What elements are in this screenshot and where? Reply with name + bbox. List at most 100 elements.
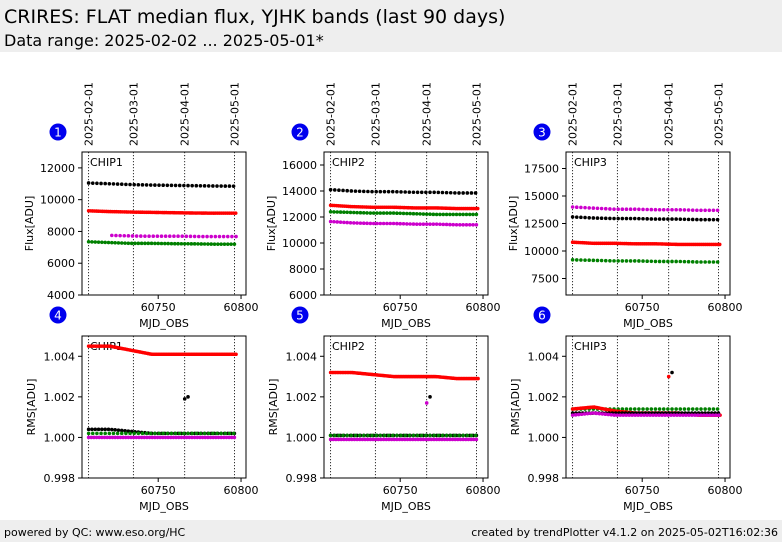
data-point — [110, 233, 114, 238]
data-point — [227, 184, 232, 188]
data-point — [371, 437, 375, 442]
data-point — [471, 223, 475, 227]
chip-label: CHIP2 — [332, 340, 365, 353]
data-point — [115, 431, 120, 436]
series-red — [570, 240, 722, 247]
data-point — [378, 221, 383, 226]
data-point — [608, 258, 612, 263]
data-point — [390, 433, 395, 438]
data-point — [682, 407, 687, 411]
plot-frame — [565, 151, 731, 296]
series-magenta — [110, 233, 238, 239]
data-point — [176, 241, 180, 246]
data-point — [717, 242, 722, 247]
data-point — [657, 217, 662, 221]
data-point — [186, 183, 190, 188]
data-point — [177, 183, 182, 188]
data-point — [579, 205, 583, 210]
data-point — [711, 260, 716, 264]
data-point — [108, 435, 112, 440]
panel-badge — [291, 123, 309, 141]
data-point — [424, 222, 429, 226]
x-tick-label: 60750 — [141, 301, 176, 314]
data-point — [182, 183, 186, 188]
data-point — [386, 189, 391, 194]
data-point — [209, 234, 214, 239]
data-point — [118, 233, 122, 238]
data-point — [699, 260, 703, 264]
data-point — [358, 221, 363, 225]
data-point — [674, 207, 678, 212]
data-point — [458, 437, 463, 442]
data-point — [168, 435, 173, 440]
data-point — [444, 433, 449, 438]
data-point — [134, 435, 139, 440]
data-point — [157, 431, 161, 436]
date-marker-label: 2025-05-01 — [228, 82, 241, 146]
data-point — [637, 407, 641, 411]
data-point — [90, 181, 95, 185]
data-point — [376, 437, 381, 442]
data-point — [222, 435, 226, 440]
data-point — [335, 220, 340, 224]
data-point — [695, 407, 699, 411]
data-point — [358, 210, 363, 215]
data-point — [172, 234, 176, 239]
data-point — [368, 437, 373, 442]
y-tick-label: 10000 — [40, 194, 75, 207]
data-point — [699, 413, 703, 417]
data-point — [450, 437, 455, 442]
data-point — [355, 221, 359, 225]
data-point — [670, 259, 674, 264]
panel-badge — [291, 306, 309, 324]
data-point — [410, 437, 415, 442]
data-point — [342, 210, 346, 215]
data-point — [674, 407, 678, 411]
series-red — [86, 344, 238, 357]
data-point — [361, 211, 366, 215]
data-point — [672, 413, 676, 417]
data-point — [570, 413, 575, 417]
data-point — [347, 437, 351, 442]
data-point — [232, 435, 237, 440]
data-point — [342, 437, 346, 442]
data-point — [699, 407, 703, 411]
data-point — [158, 435, 162, 440]
y-tick-label: 1.004 — [286, 350, 318, 363]
data-point — [633, 413, 638, 417]
data-point — [146, 241, 151, 246]
data-point — [176, 435, 181, 440]
data-point — [699, 217, 703, 222]
y-tick-label: 1.002 — [44, 391, 76, 404]
data-point — [461, 223, 465, 227]
x-tick-label: 60800 — [224, 484, 259, 497]
data-point — [595, 216, 600, 220]
data-point — [649, 207, 654, 212]
data-point — [674, 217, 678, 221]
data-point — [379, 437, 383, 442]
data-point — [670, 407, 674, 411]
data-point — [355, 210, 359, 215]
data-point — [705, 413, 709, 417]
data-point — [421, 437, 426, 442]
date-marker-label: 2025-03-01 — [611, 82, 624, 146]
x-axis-label: MJD_OBS — [381, 500, 431, 513]
data-point — [428, 433, 432, 438]
data-point — [588, 411, 593, 416]
data-point — [116, 241, 121, 245]
data-point — [338, 210, 343, 214]
data-point — [211, 184, 215, 188]
data-point — [458, 212, 462, 217]
data-point — [335, 210, 340, 214]
data-point — [465, 433, 470, 438]
data-point — [202, 431, 207, 436]
footer-credit: powered by QC: www.eso.org/HC — [4, 526, 186, 539]
data-point — [234, 352, 238, 357]
data-point — [216, 435, 221, 440]
chart-panel-5: 5 CHIP2 0.998 1.000 1.002 1.004 60750 60800 MJD_… — [267, 306, 501, 513]
data-point — [707, 208, 712, 213]
data-point — [86, 181, 91, 185]
data-point — [194, 431, 199, 436]
data-point — [444, 190, 449, 195]
data-point — [587, 258, 591, 263]
